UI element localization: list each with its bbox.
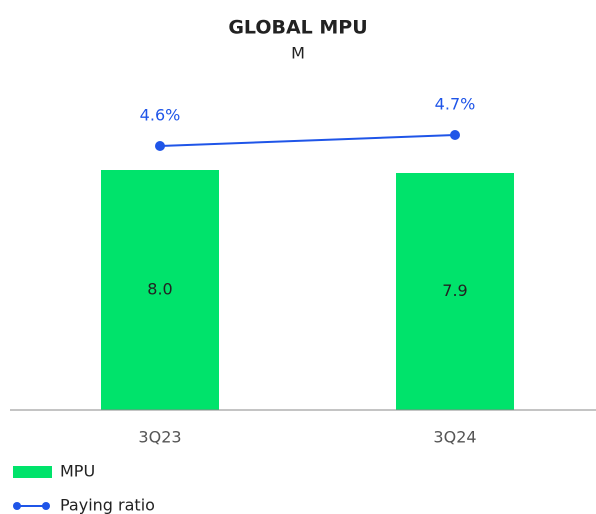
- legend-label: MPU: [60, 462, 95, 481]
- bar: [396, 173, 514, 410]
- line-value-label: 4.7%: [435, 95, 476, 114]
- bar-value-label: 8.0: [147, 280, 172, 299]
- line-value-label: 4.6%: [140, 106, 181, 125]
- bar-value-label: 7.9: [442, 281, 467, 300]
- legend-label: Paying ratio: [60, 496, 155, 514]
- chart-subtitle: M: [291, 44, 305, 63]
- legend-swatch: [42, 502, 50, 510]
- x-tick-label: 3Q23: [138, 428, 181, 447]
- bar: [101, 170, 219, 410]
- line-point: [450, 130, 460, 140]
- legend-swatch: [13, 502, 21, 510]
- legend-swatch: [13, 466, 52, 478]
- chart-title: GLOBAL MPU: [228, 17, 367, 39]
- line: [159, 134, 456, 147]
- x-tick-label: 3Q24: [433, 428, 476, 447]
- line-point: [155, 141, 165, 151]
